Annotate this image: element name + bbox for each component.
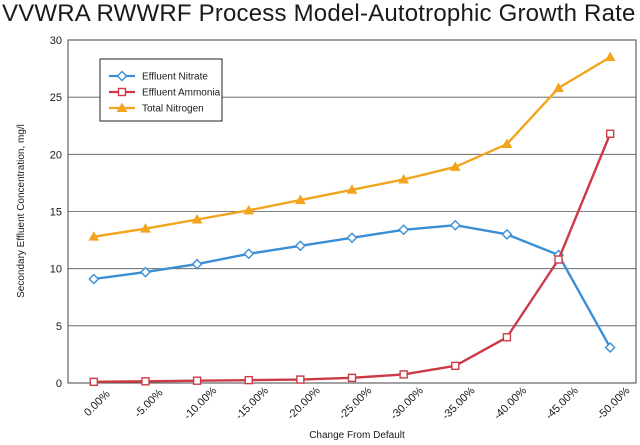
x-axis-label: Change From Default: [309, 430, 405, 441]
series-effluent-ammonia: [89, 129, 615, 387]
data-point-square: [141, 377, 150, 386]
data-point-square: [244, 375, 253, 385]
legend-item: Effluent Ammonia: [109, 88, 221, 99]
y-tick-label: 30: [50, 35, 62, 47]
legend-label: Effluent Ammonia: [142, 88, 221, 99]
legend-item: Total Nitrogen: [109, 102, 204, 115]
data-point-triangle: [604, 51, 616, 62]
x-tick-label: -50.00%: [595, 385, 633, 423]
data-point-triangle: [243, 204, 255, 215]
data-point-triangle: [295, 194, 306, 205]
chart-title: VVWRA RWWRF Process Model-Autotrophic Gr…: [2, 0, 636, 27]
data-point-diamond: [346, 232, 358, 244]
data-point-diamond: [191, 258, 203, 270]
y-tick-label: 20: [50, 149, 62, 161]
data-point-triangle: [553, 82, 564, 93]
data-point-square: [347, 373, 357, 383]
data-point-triangle: [140, 223, 151, 233]
x-tick-label: -25.00%: [337, 385, 375, 423]
y-tick-label: 5: [56, 321, 62, 333]
y-tick-label: 15: [50, 207, 62, 219]
legend-label: Total Nitrogen: [142, 104, 204, 115]
data-point-triangle: [346, 184, 358, 194]
data-point-square: [399, 370, 408, 379]
legend: Effluent Nitrate Effluent Ammonia Total Ni…: [99, 58, 223, 122]
x-tick-label: -40.00%: [492, 385, 530, 423]
y-axis-ticks: 0 5 10 15 20 25 30: [50, 35, 62, 390]
data-point-triangle: [501, 138, 513, 149]
data-point-diamond: [501, 228, 513, 240]
data-point-square: [89, 377, 99, 387]
x-tick-label: -15.00%: [234, 385, 272, 423]
x-tick-label: -30.00%: [388, 385, 426, 423]
data-point-diamond: [294, 240, 306, 252]
data-point-square: [502, 333, 512, 342]
data-point-triangle: [191, 213, 203, 224]
data-point-triangle: [116, 102, 128, 112]
data-point-triangle: [398, 173, 409, 184]
x-axis-ticks: 0.00% -5.00% -10.00% -15.00% -20.00% -25.00% -…: [82, 385, 633, 423]
x-tick-label: -45.00%: [543, 385, 581, 423]
data-point-square: [554, 255, 563, 264]
data-point-diamond: [604, 342, 616, 354]
data-point-square: [192, 376, 202, 385]
x-tick-label: -10.00%: [182, 385, 220, 423]
data-point-diamond: [243, 248, 255, 260]
y-tick-label: 0: [56, 378, 62, 390]
series-total-nitrogen: [88, 51, 616, 241]
x-tick-label: -5.00%: [132, 387, 165, 420]
legend-label: Effluent Nitrate: [142, 72, 208, 83]
data-point-triangle: [88, 231, 100, 241]
legend-item: Effluent Nitrate: [109, 70, 208, 83]
data-point-diamond: [116, 70, 128, 82]
data-point-square: [451, 361, 460, 371]
y-axis-label: Secondary Effluent Concentration, mg/l: [16, 124, 27, 298]
x-tick-label: 0.00%: [82, 388, 113, 419]
data-point-diamond: [139, 266, 151, 278]
y-tick-label: 10: [50, 264, 62, 276]
data-point-diamond: [88, 273, 100, 285]
data-point-square: [296, 375, 305, 384]
x-tick-label: -35.00%: [440, 385, 478, 423]
data-point-triangle: [449, 161, 461, 171]
data-point-diamond: [398, 224, 410, 236]
x-tick-label: -20.00%: [285, 385, 323, 423]
data-point-square: [117, 87, 127, 97]
y-tick-label: 25: [50, 92, 62, 104]
series-layer: [88, 51, 616, 387]
data-point-diamond: [449, 219, 461, 231]
data-point-square: [605, 129, 615, 138]
